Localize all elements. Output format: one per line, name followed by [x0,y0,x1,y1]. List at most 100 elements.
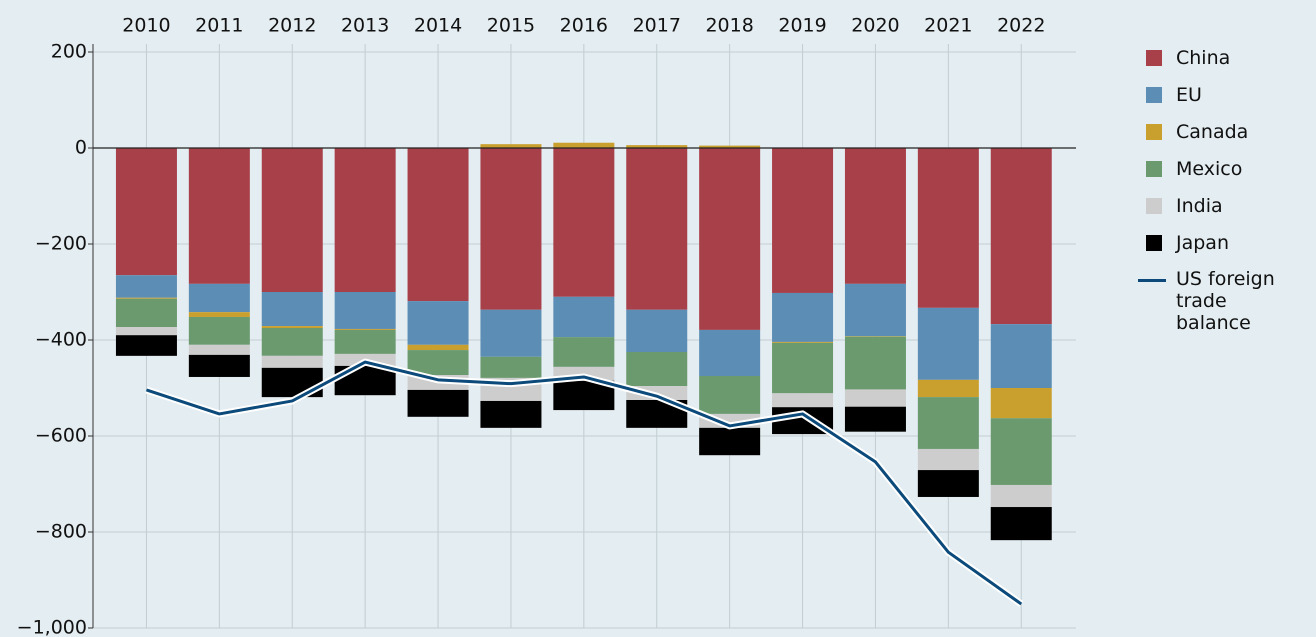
bar [990,388,1052,419]
bar [480,144,542,148]
x-tick-label: 2022 [997,15,1045,37]
bar [990,324,1052,388]
bar [844,336,906,390]
overlay [93,147,1076,607]
legend-swatch [1146,235,1162,251]
bar [188,312,250,317]
legend-swatch [1138,279,1166,282]
legend-item: EU [1138,83,1316,107]
legend-label: India [1176,195,1223,217]
x-tick-label: 2013 [341,15,389,37]
legend-label: Mexico [1176,158,1243,180]
bar [772,148,834,293]
bar [699,329,761,376]
bar [917,397,979,449]
bar [407,350,469,376]
bar [699,427,761,456]
x-tick-label: 2010 [122,15,170,37]
bar [115,275,177,298]
bar [553,296,615,338]
bar [407,344,469,351]
legend-label: EU [1176,84,1202,106]
legend-swatch [1146,124,1162,140]
bar [917,148,979,308]
bar [334,329,396,354]
legend-label: China [1176,47,1231,69]
x-tick-label: 2018 [705,15,753,37]
bar [990,507,1052,541]
bar [626,309,688,352]
bars [115,142,1052,541]
bar [261,148,323,292]
legend-swatch [1146,161,1162,177]
legend-label: Canada [1176,121,1249,143]
x-tick-label: 2017 [633,15,681,37]
y-tick-label: −800 [35,521,87,543]
bar [772,393,834,408]
x-tick-label: 2011 [195,15,243,37]
bar [261,328,323,356]
bar [917,379,979,398]
x-tick-label: 2014 [414,15,462,37]
y-tick-label: −200 [35,233,87,255]
x-tick-label: 2016 [560,15,608,37]
line [145,360,1023,606]
legend-item: Mexico [1138,157,1316,181]
bar [334,148,396,292]
bar [844,389,906,407]
legend-item: India [1138,194,1316,218]
bar [844,406,906,432]
legend-item: Japan [1138,231,1316,255]
legend-item: Canada [1138,120,1316,144]
bar [917,307,979,380]
bar [772,341,834,343]
bar [699,148,761,330]
bar [480,148,542,310]
bar [553,142,615,148]
bar [844,148,906,284]
bar [188,148,250,284]
legend: China EU Canada Mexico India Japan US foreign … [1138,46,1316,347]
x-tick-label: 2015 [487,15,535,37]
bar [115,298,177,328]
bar [188,344,250,355]
bar [480,309,542,357]
legend-swatch [1146,87,1162,103]
y-tick-label: −1,000 [17,617,87,637]
bar [990,484,1052,508]
y-tick-label: 200 [51,41,87,63]
bar [772,292,834,342]
bar [990,418,1052,485]
bar [115,327,177,336]
bar [917,448,979,471]
y-tick-label: −600 [35,425,87,447]
legend-label: Japan [1176,232,1229,254]
legend-label: US foreign trade balance [1176,268,1275,334]
bar [480,356,542,378]
bar [407,301,469,345]
bar [990,148,1052,325]
bar [261,292,323,327]
bar [553,148,615,297]
x-tick-label: 2019 [778,15,826,37]
bar [188,316,250,345]
legend-swatch [1146,198,1162,214]
bar [844,283,906,337]
bar [115,297,177,299]
x-tick-label: 2012 [268,15,316,37]
bar [917,470,979,497]
bar [261,355,323,368]
bar [334,328,396,330]
bar [626,352,688,387]
bar [699,376,761,414]
bar [334,292,396,329]
bar [188,354,250,377]
bar [261,326,323,328]
bar [772,342,834,394]
bar [115,335,177,356]
bar [626,148,688,310]
bar [553,337,615,367]
x-tick-label: 2020 [851,15,899,37]
